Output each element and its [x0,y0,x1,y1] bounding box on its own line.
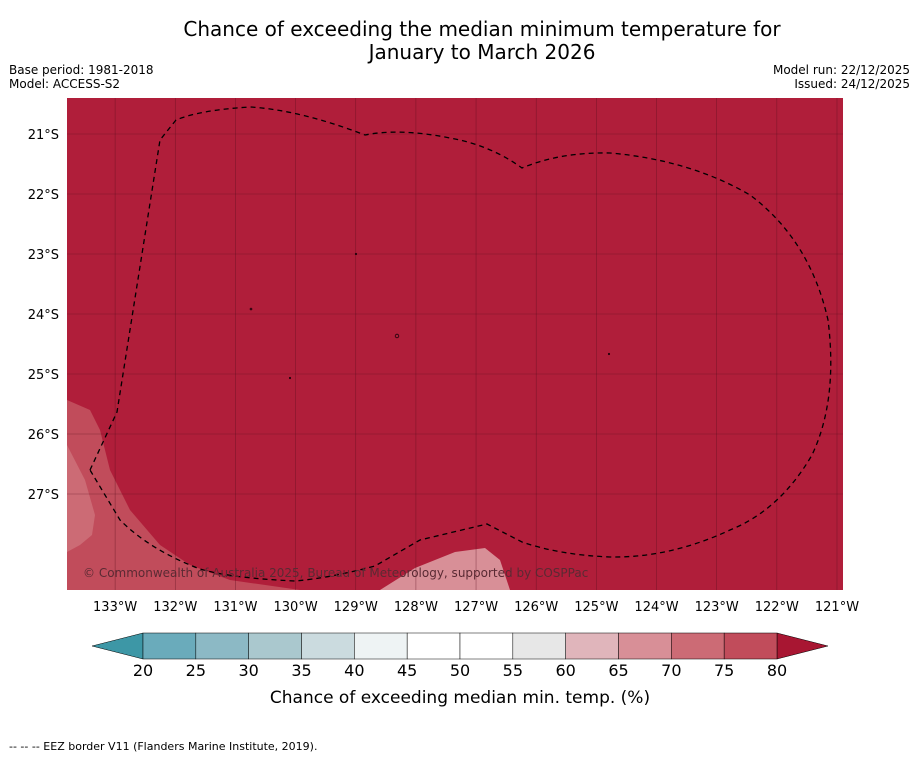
issued-date: Issued: 24/12/2025 [794,77,910,91]
colorbar-segment [565,632,619,660]
colorbar-segment [459,632,514,660]
longitude-labels: 133°W 132°W 131°W 130°W 129°W 128°W 127°W 126°W… [93,600,859,615]
colorbar-segment [301,632,355,660]
longitude-tick-label: 133°W [93,600,137,615]
probability-zone-70 [67,445,95,552]
colorbar-tick-label: 60 [555,661,575,680]
colorbar-tick-label: 40 [344,661,364,680]
longitude-tick-label: 128°W [394,600,438,615]
latitude-tick-label: 23°S [28,248,59,263]
colorbar-tick-label: 65 [608,661,628,680]
latitude-tick-label: 25°S [28,368,59,383]
probability-fill-80 [67,98,843,590]
meta-left: Base period: 1981-2018 Model: ACCESS-S2 [9,63,154,91]
latitude-tick-label: 24°S [28,308,59,323]
colorbar-under-arrow [91,632,144,660]
islands [249,252,611,380]
model-run-date: Model run: 22/12/2025 [772,63,910,77]
longitude-tick-label: 130°W [274,600,318,615]
island-marker [607,352,611,356]
longitude-tick-label: 125°W [574,600,618,615]
colorbar-tick-label: 45 [397,661,417,680]
longitude-tick-label: 129°W [334,600,378,615]
island-marker [249,307,253,311]
longitude-tick-label: 127°W [454,600,498,615]
island-marker [394,333,400,339]
colorbar-segment [512,632,566,660]
colorbar-ticks: 20 25 30 35 40 45 50 55 60 65 70 75 80 [133,661,787,680]
longitude-tick-label: 131°W [213,600,257,615]
colorbar-segment [354,632,408,660]
colorbar-tick-label: 20 [133,661,153,680]
colorbar-segment [406,632,461,660]
longitude-tick-label: 121°W [815,600,859,615]
colorbar: 20 25 30 35 40 45 50 55 60 65 70 75 80 Chance of exc… [91,632,829,708]
copyright-notice: © Commonwealth of Australia 2025, Bureau… [83,566,588,580]
colorbar-tick-label: 30 [238,661,258,680]
colorbar-segment [618,632,672,660]
title-line-2: January to March 2026 [368,40,596,64]
longitude-tick-label: 126°W [514,600,558,615]
graticule [67,98,843,590]
longitude-tick-label: 122°W [755,600,799,615]
island-marker [354,252,358,256]
longitude-tick-label: 132°W [153,600,197,615]
colorbar-segment [671,632,725,660]
colorbar-segments [142,632,778,660]
colorbar-label: Chance of exceeding median min. temp. (%… [270,688,650,708]
colorbar-segment [195,632,249,660]
eez-border [89,106,832,582]
latitude-tick-label: 27°S [28,488,59,503]
meta-right: Model run: 22/12/2025 Issued: 24/12/2025 [773,63,910,91]
colorbar-tick-label: 70 [661,661,681,680]
colorbar-tick-label: 35 [291,661,311,680]
model-name: Model: ACCESS-S2 [9,77,121,91]
probability-zone-75 [67,400,300,590]
colorbar-tick-label: 80 [767,661,787,680]
colorbar-segment [723,632,778,660]
colorbar-segment [248,632,302,660]
base-period: Base period: 1981-2018 [9,63,154,77]
latitude-tick-label: 22°S [28,188,59,203]
colorbar-tick-label: 75 [714,661,734,680]
colorbar-tick-label: 50 [450,661,470,680]
probability-zone-65 [380,548,510,590]
map-area: © Commonwealth of Australia 2025, Bureau… [67,98,843,590]
longitude-tick-label: 124°W [634,600,678,615]
latitude-tick-label: 26°S [28,428,59,443]
latitude-labels: 21°S 22°S 23°S 24°S 25°S 26°S 27°S [28,128,59,503]
map-title: Chance of exceeding the median minimum t… [132,18,832,64]
title-line-1: Chance of exceeding the median minimum t… [183,17,781,41]
colorbar-over-arrow [776,632,829,660]
longitude-tick-label: 123°W [695,600,739,615]
colorbar-tick-label: 25 [186,661,206,680]
latitude-tick-label: 21°S [28,128,59,143]
colorbar-segment [142,632,197,660]
colorbar-tick-label: 55 [503,661,523,680]
island-marker [288,376,292,380]
eez-legend: -- -- -- EEZ border V11 (Flanders Marine… [9,740,318,753]
